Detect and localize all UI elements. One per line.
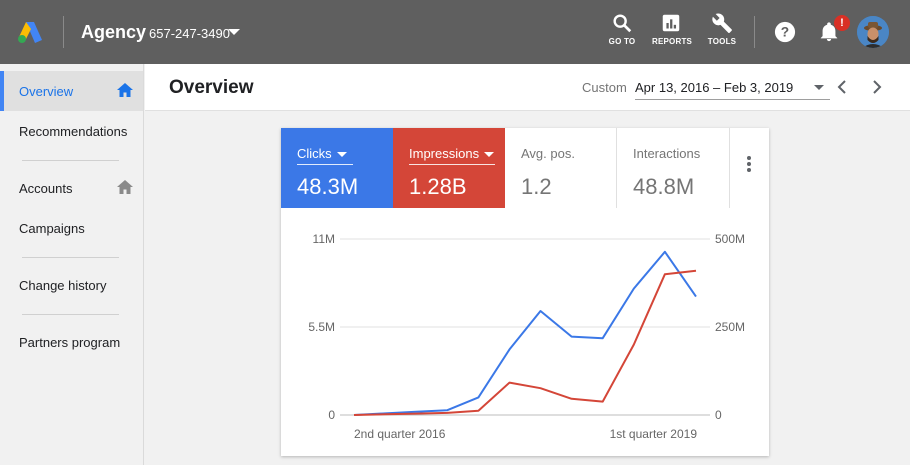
- series-line-clicks: [353, 250, 697, 416]
- metric-value: 1.28B: [409, 174, 467, 199]
- metric-clicks[interactable]: Clicks 48.3M: [281, 128, 393, 208]
- y-tick-label-right: 250M: [715, 320, 745, 334]
- performance-chart: 0 0 5.5M 250M 11M 500M 2nd quarter 2016 1st qua…: [308, 232, 745, 441]
- metric-value: 48.8M: [633, 174, 695, 199]
- reports-label: REPORTS: [652, 37, 693, 46]
- user-avatar-icon: [857, 16, 889, 48]
- reports-button[interactable]: REPORTS: [652, 12, 693, 46]
- account-name[interactable]: Agency: [81, 22, 147, 42]
- divider: [754, 16, 755, 48]
- divider: [729, 128, 730, 208]
- sidebar-item-overview[interactable]: Overview: [0, 71, 143, 111]
- sidebar-item-label: Partners program: [19, 335, 121, 350]
- page-header: Overview Custom Apr 13, 2016 – Feb 3, 20…: [145, 64, 910, 111]
- y-tick-label-left: 5.5M: [308, 320, 335, 334]
- top-bar: Agency 657-247-3490 GO TO REPORTS TOOLS …: [0, 0, 910, 64]
- metric-avg-pos[interactable]: Avg. pos. 1.2: [505, 128, 617, 208]
- sidebar-item-label: Campaigns: [19, 221, 85, 236]
- caret-down-icon: [484, 152, 495, 158]
- home-icon: [117, 83, 133, 97]
- help-icon[interactable]: ?: [774, 21, 796, 43]
- y-tick-label-left: 11M: [313, 232, 335, 246]
- metric-interactions[interactable]: Interactions 48.8M: [617, 128, 729, 208]
- divider: [616, 128, 617, 208]
- y-tick-label-right: 0: [715, 408, 722, 422]
- date-preset-label: Custom: [582, 80, 627, 95]
- sidebar-item-campaigns[interactable]: Campaigns: [0, 208, 143, 248]
- x-tick-label: 1st quarter 2019: [610, 427, 698, 441]
- metric-label: Interactions: [633, 146, 701, 161]
- sidebar-item-change-history[interactable]: Change history: [0, 265, 143, 305]
- metric-label: Avg. pos.: [521, 146, 575, 161]
- goto-button[interactable]: GO TO: [606, 12, 638, 46]
- series-line-impressions: [353, 269, 697, 416]
- search-icon: [613, 14, 632, 33]
- x-tick-label: 2nd quarter 2016: [354, 427, 446, 441]
- bell-icon[interactable]: [818, 21, 840, 43]
- sidebar-item-partners-program[interactable]: Partners program: [0, 322, 143, 362]
- sidebar-item-label: Change history: [19, 278, 107, 293]
- metric-label-text: Clicks: [297, 146, 332, 161]
- chevron-right-icon[interactable]: [868, 79, 884, 95]
- divider: [22, 314, 119, 315]
- account-dropdown-icon[interactable]: [228, 29, 240, 35]
- metric-value: 1.2: [521, 174, 552, 199]
- account-id[interactable]: 657-247-3490: [149, 26, 230, 41]
- sidebar-item-label: Overview: [19, 84, 74, 99]
- home-icon: [117, 180, 133, 194]
- metric-value: 48.3M: [297, 174, 359, 199]
- sidebar-item-label: Recommendations: [19, 124, 128, 139]
- metric-impressions[interactable]: Impressions 1.28B: [393, 128, 505, 208]
- metric-label: Impressions: [409, 146, 495, 161]
- sidebar-item-label: Accounts: [19, 181, 73, 196]
- chevron-down-icon: [814, 85, 824, 90]
- tools-label: TOOLS: [707, 37, 737, 46]
- more-vert-icon[interactable]: [740, 154, 758, 174]
- metric-label-text: Impressions: [409, 146, 480, 161]
- google-ads-logo[interactable]: [15, 18, 45, 46]
- date-range-picker[interactable]: Apr 13, 2016 – Feb 3, 2019: [635, 72, 830, 100]
- divider: [22, 160, 119, 161]
- performance-card: Clicks 48.3M Impressions 1.28B Avg. pos.…: [281, 128, 769, 456]
- y-tick-label-right: 500M: [715, 232, 745, 246]
- page-title: Overview: [169, 77, 254, 98]
- reports-icon: [662, 14, 680, 32]
- caret-down-icon: [336, 152, 347, 158]
- goto-label: GO TO: [608, 37, 636, 46]
- date-range-value: Apr 13, 2016 – Feb 3, 2019: [635, 80, 794, 95]
- underline: [409, 164, 495, 165]
- divider: [63, 16, 64, 48]
- metric-label: Clicks: [297, 146, 347, 161]
- tools-button[interactable]: TOOLS: [706, 12, 738, 46]
- wrench-icon: [712, 13, 732, 33]
- sidebar-item-recommendations[interactable]: Recommendations: [0, 111, 143, 151]
- notification-badge: !: [834, 15, 850, 31]
- sidebar: Overview Recommendations Accounts Campai…: [0, 64, 144, 465]
- svg-text:?: ?: [781, 25, 789, 40]
- y-tick-label-left: 0: [328, 408, 335, 422]
- avatar[interactable]: [857, 16, 889, 48]
- chevron-left-icon[interactable]: [835, 79, 851, 95]
- underline: [297, 164, 353, 165]
- sidebar-item-accounts[interactable]: Accounts: [0, 168, 143, 208]
- divider: [22, 257, 119, 258]
